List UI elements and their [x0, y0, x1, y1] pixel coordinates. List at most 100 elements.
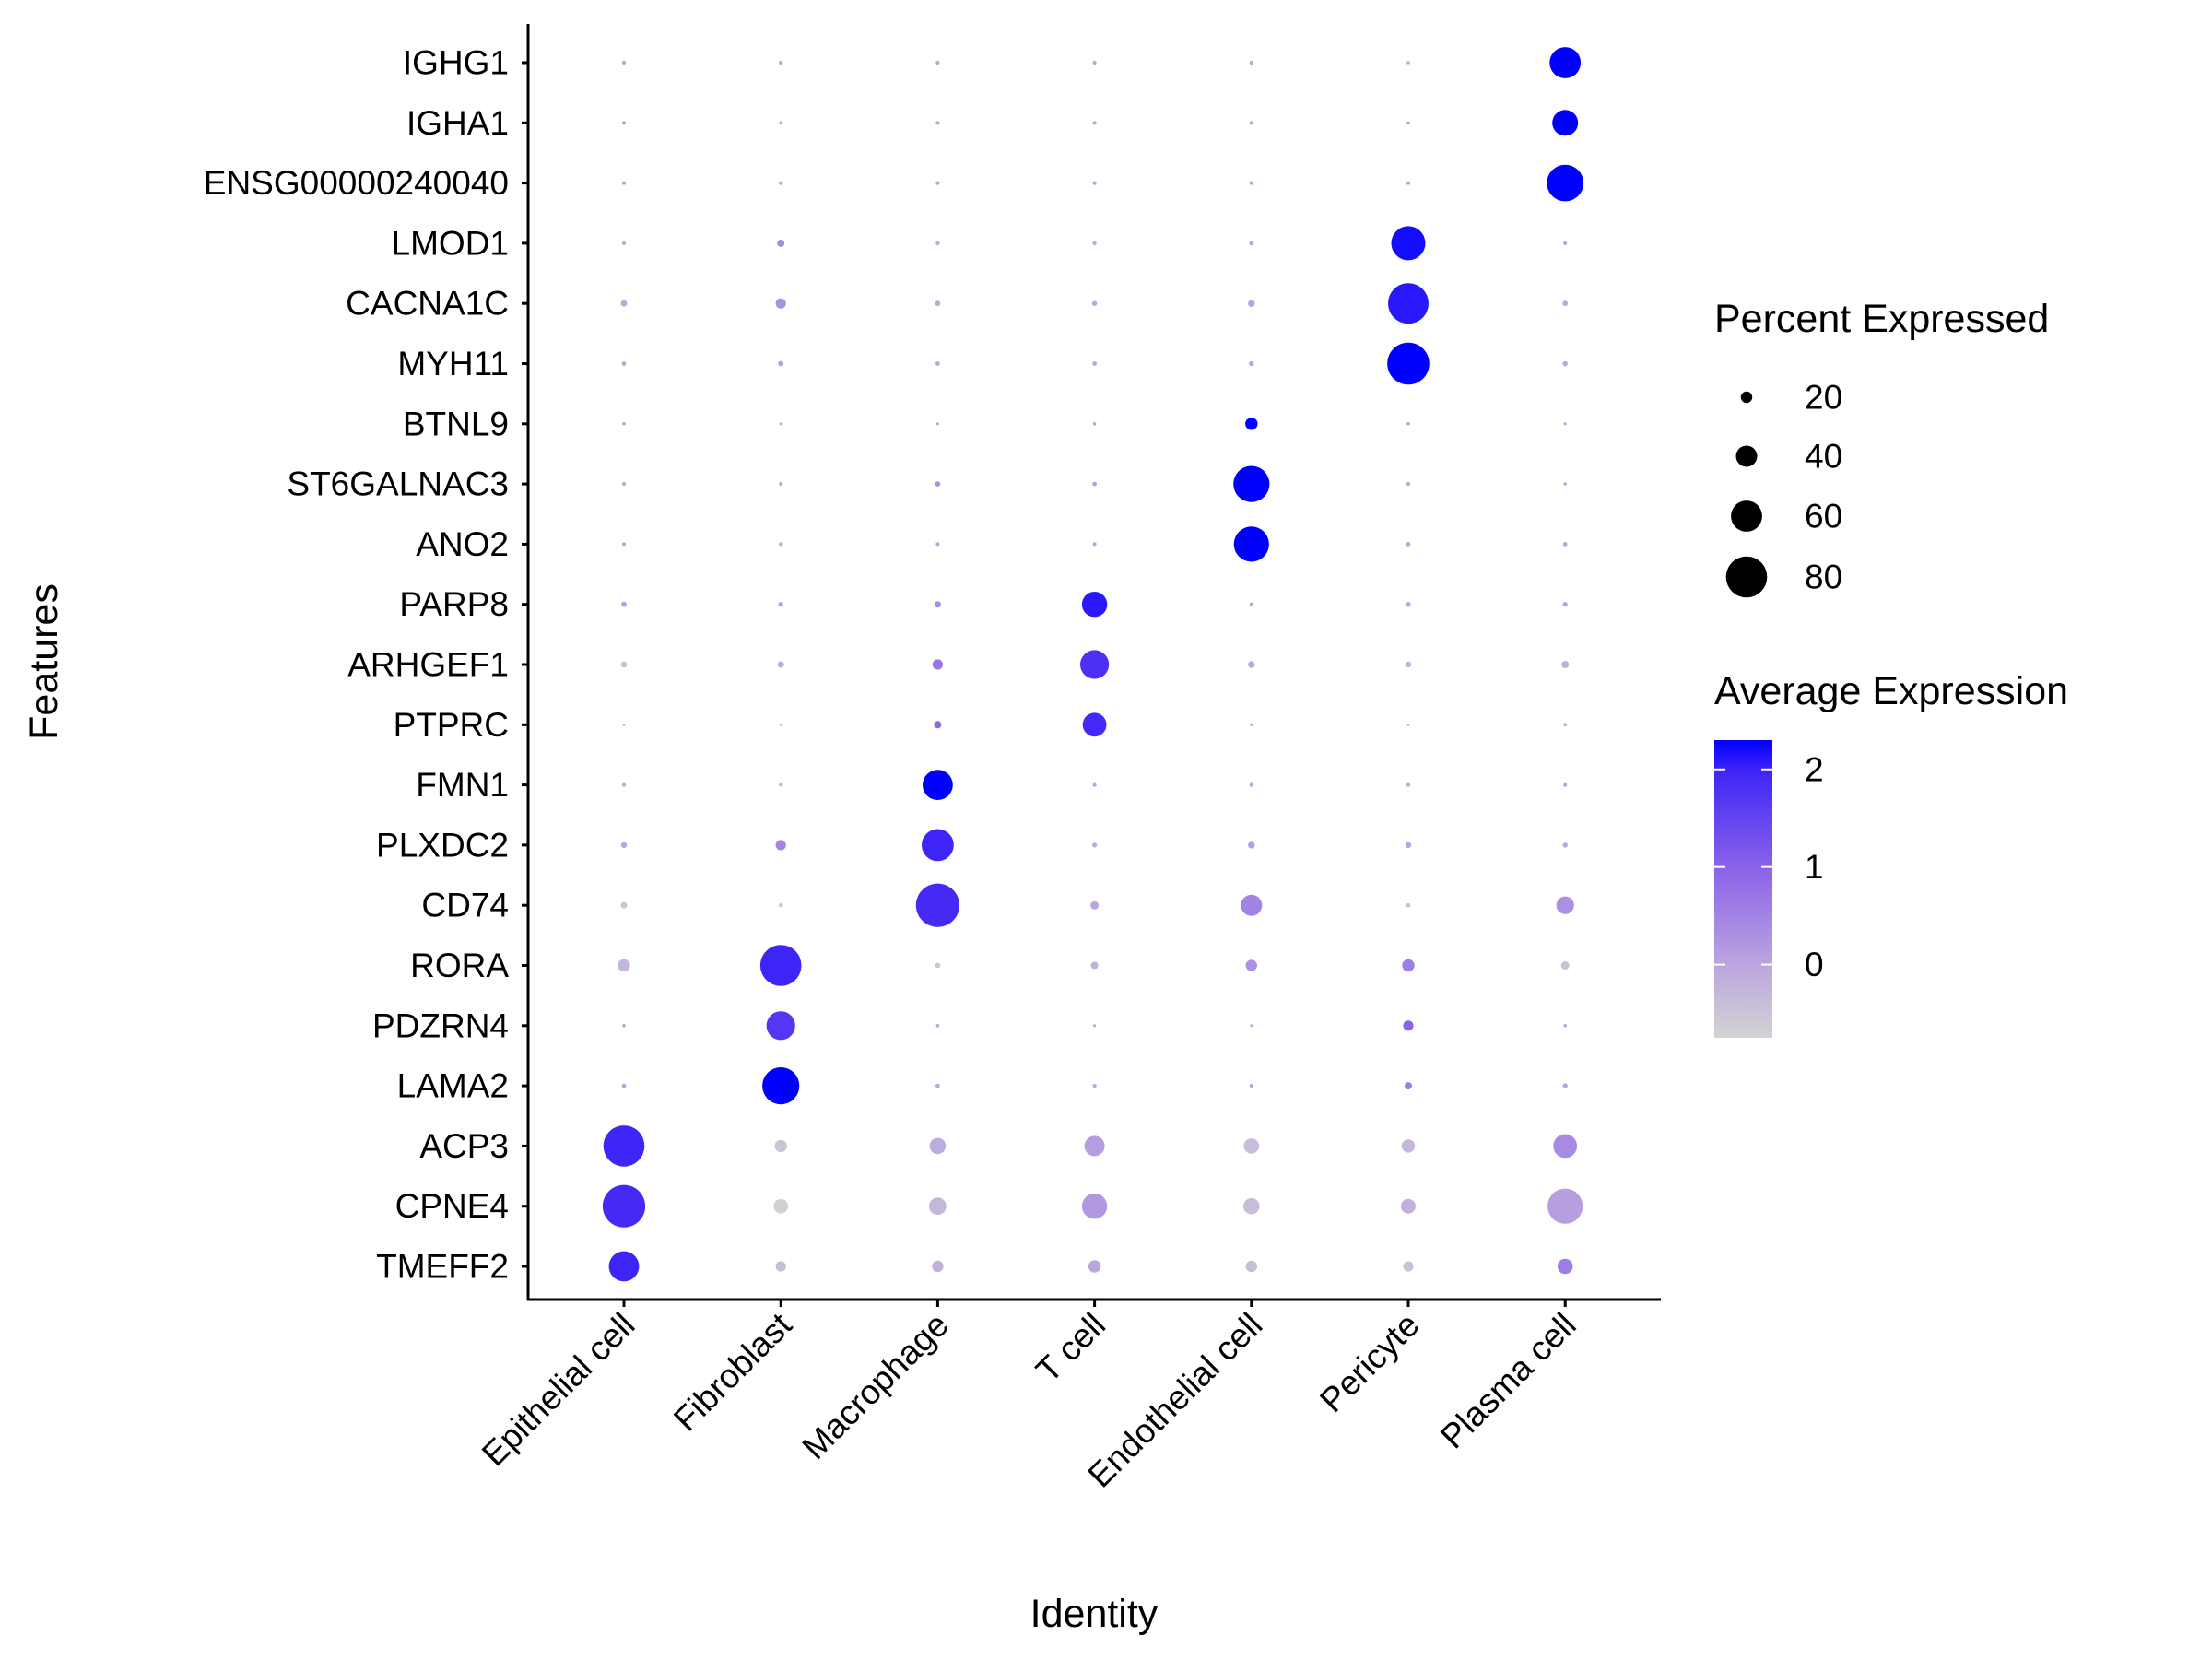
dot-FMN1-Plasma-cell	[1563, 782, 1568, 787]
dot-PARP8-Fibroblast	[778, 602, 783, 607]
y-tick-label: PLXDC2	[376, 826, 509, 864]
dot-ANO2-T-cell	[1092, 542, 1097, 547]
size-legend-dot	[1725, 556, 1768, 598]
dot-ST6GALNAC3-Macrophage	[935, 481, 941, 487]
y-axis-ticks: IGHG1 IGHA1 ENSG00000240040 LMOD1 CACNA1C MYH…	[204, 44, 528, 1286]
dot-BTNL9-Fibroblast	[779, 422, 782, 426]
dot-IGHA1-Pericyte	[1406, 121, 1410, 125]
dot-PARP8-Macrophage	[934, 601, 941, 608]
dot-PDZRN4-Fibroblast	[766, 1011, 795, 1041]
color-legend-label: 0	[1805, 946, 1824, 983]
dot-RORA-Plasma-cell	[1560, 961, 1570, 970]
dot-MYH11-Epithelial-cell	[621, 361, 627, 366]
dot-ANO2-Pericyte	[1406, 542, 1411, 547]
dot-PTPRC-Endothelial-cell	[1250, 723, 1253, 726]
dot-CACNA1C-Endothelial-cell	[1248, 300, 1255, 307]
dot-CPNE4-Endothelial-cell	[1243, 1197, 1260, 1215]
dot-ARHGEF1-Epithelial-cell	[620, 661, 628, 668]
dot-PDZRN4-Macrophage	[935, 1024, 940, 1028]
dot-TMEFF2-Epithelial-cell	[608, 1251, 640, 1282]
dot-ST6GALNAC3-Fibroblast	[779, 482, 783, 487]
dot-MYH11-Endothelial-cell	[1249, 360, 1254, 367]
dot-TMEFF2-Endothelial-cell	[1245, 1260, 1258, 1273]
dot-ARHGEF1-Endothelial-cell	[1248, 661, 1255, 668]
y-tick-label: ACP3	[419, 1127, 509, 1165]
dot-LAMA2-Epithelial-cell	[621, 1083, 627, 1088]
dot-ENSG00000240040-Fibroblast	[779, 181, 783, 185]
y-tick-label: MYH11	[397, 345, 509, 382]
dot-RORA-Fibroblast	[759, 945, 802, 986]
dot-IGHG1-Pericyte	[1406, 61, 1410, 65]
dot-PARP8-Epithelial-cell	[621, 601, 627, 607]
dot-PTPRC-Pericyte	[1406, 724, 1410, 726]
dot-BTNL9-Epithelial-cell	[622, 422, 626, 426]
dot-ACP3-Pericyte	[1401, 1139, 1416, 1153]
dot-LMOD1-Epithelial-cell	[621, 241, 627, 245]
dot-RORA-T-cell	[1090, 961, 1099, 970]
dot-ENSG00000240040-Endothelial-cell	[1249, 181, 1253, 185]
x-tick-label: Epithelial cell	[475, 1306, 642, 1474]
dot-ST6GALNAC3-Endothelial-cell	[1233, 465, 1270, 502]
y-tick-label: LMOD1	[392, 224, 509, 262]
dot-ACP3-T-cell	[1084, 1135, 1105, 1157]
dot-PTPRC-Fibroblast	[779, 724, 782, 726]
dot-TMEFF2-Fibroblast	[775, 1261, 786, 1272]
dot-ENSG00000240040-Macrophage	[935, 181, 940, 185]
y-tick-label: TMEFF2	[376, 1248, 509, 1286]
dot-CPNE4-T-cell	[1081, 1194, 1108, 1219]
dot-FMN1-T-cell	[1092, 782, 1097, 787]
dot-ARHGEF1-Fibroblast	[777, 661, 784, 668]
dot-PLXDC2-Plasma-cell	[1562, 842, 1568, 848]
dot-PDZRN4-Epithelial-cell	[622, 1024, 626, 1028]
dot-ACP3-Epithelial-cell	[603, 1125, 645, 1167]
dot-FMN1-Pericyte	[1406, 782, 1411, 787]
dot-LAMA2-Macrophage	[935, 1083, 940, 1088]
dot-IGHA1-Macrophage	[935, 121, 940, 125]
dot-ACP3-Endothelial-cell	[1243, 1138, 1260, 1154]
size-legend-dot	[1740, 391, 1753, 404]
dot-ACP3-Fibroblast	[774, 1139, 787, 1153]
dot-ACP3-Plasma-cell	[1553, 1134, 1578, 1159]
dot-LAMA2-Endothelial-cell	[1249, 1084, 1253, 1088]
dot-CD74-Fibroblast	[778, 902, 783, 908]
dot-ANO2-Plasma-cell	[1562, 542, 1568, 547]
dot-IGHG1-T-cell	[1092, 60, 1097, 65]
dot-PDZRN4-Pericyte	[1403, 1020, 1414, 1031]
dot-LMOD1-Macrophage	[935, 241, 940, 245]
dot-PDZRN4-Endothelial-cell	[1250, 1024, 1253, 1028]
dot-LAMA2-Plasma-cell	[1562, 1083, 1568, 1088]
y-tick-label: PTPRC	[394, 706, 509, 744]
dot-IGHG1-Endothelial-cell	[1249, 60, 1253, 65]
dot-PTPRC-Epithelial-cell	[622, 724, 626, 726]
x-tick-label: Fibroblast	[666, 1305, 799, 1438]
dot-IGHG1-Plasma-cell	[1549, 47, 1582, 78]
dot-CD74-Macrophage	[915, 883, 959, 927]
dot-RORA-Pericyte	[1402, 959, 1415, 972]
dot-PLXDC2-T-cell	[1091, 842, 1098, 848]
dot-CD74-Endothelial-cell	[1241, 894, 1263, 916]
dot-PARP8-T-cell	[1081, 592, 1108, 618]
dot-LMOD1-T-cell	[1092, 241, 1097, 245]
dot-PTPRC-Plasma-cell	[1563, 723, 1567, 727]
dot-ARHGEF1-Plasma-cell	[1561, 661, 1570, 668]
dot-BTNL9-Plasma-cell	[1563, 422, 1567, 426]
color-legend-ticks: 0 1 2	[1714, 750, 1824, 983]
dots-layer	[602, 47, 1584, 1282]
dot-ST6GALNAC3-Pericyte	[1406, 482, 1411, 487]
dot-PARP8-Plasma-cell	[1562, 602, 1568, 607]
dot-LAMA2-Pericyte	[1405, 1082, 1412, 1090]
y-tick-label: CPNE4	[395, 1187, 509, 1225]
dot-PARP8-Pericyte	[1406, 602, 1411, 607]
dot-PTPRC-Macrophage	[934, 721, 942, 729]
dot-PLXDC2-Macrophage	[922, 829, 954, 862]
y-axis-title: Features	[22, 583, 66, 740]
dot-RORA-Epithelial-cell	[618, 959, 630, 972]
dot-PTPRC-T-cell	[1082, 712, 1107, 737]
dot-CACNA1C-Pericyte	[1388, 283, 1429, 324]
dot-MYH11-Fibroblast	[778, 360, 784, 367]
size-legend: 20 40 60 80	[1725, 379, 1842, 598]
dot-PLXDC2-Epithelial-cell	[620, 841, 628, 849]
dot-PLXDC2-Pericyte	[1405, 841, 1412, 849]
